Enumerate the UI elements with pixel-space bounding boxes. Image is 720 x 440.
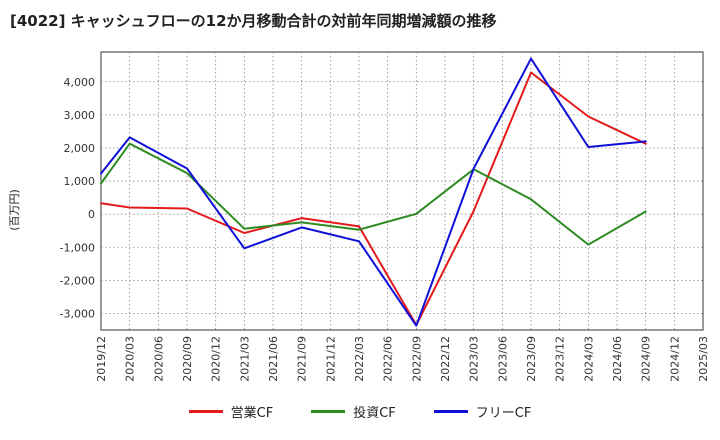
x-tick-label: 2025/03 bbox=[697, 336, 710, 382]
legend-label-free-cf: フリーCF bbox=[475, 406, 532, 421]
x-tick-label: 2022/06 bbox=[382, 336, 395, 382]
y-tick-label: -1,000 bbox=[60, 241, 95, 254]
legend-swatch-operating-cf bbox=[188, 410, 223, 413]
x-tick-label: 2020/06 bbox=[152, 336, 165, 382]
chart-title: [4022] キャッシュフローの12か月移動合計の対前年同期増減額の推移 bbox=[10, 12, 497, 30]
y-tick-label: -2,000 bbox=[60, 274, 95, 287]
line-chart: 2019/12 2020/03 2020/06 2020/09 2020/12 2021/… bbox=[60, 51, 710, 382]
x-tick-label: 2024/03 bbox=[582, 336, 595, 382]
x-tick-label: 2021/03 bbox=[238, 336, 251, 382]
legend-label-investing-cf: 投資CF bbox=[353, 406, 396, 421]
legend-swatch-investing-cf bbox=[311, 410, 346, 413]
x-tick-label: 2021/09 bbox=[296, 336, 309, 382]
x-tick-label: 2023/06 bbox=[496, 336, 509, 382]
free-cf-line bbox=[100, 57, 647, 327]
x-tick-label: 2023/12 bbox=[554, 336, 567, 382]
x-tick-label: 2022/09 bbox=[410, 336, 423, 382]
y-tick-label: -3,000 bbox=[60, 307, 95, 320]
x-tick-label: 2021/06 bbox=[267, 336, 280, 382]
x-tick-label: 2020/12 bbox=[210, 336, 223, 382]
legend-item-investing-cf: 投資CF bbox=[311, 402, 396, 421]
x-tick-label: 2022/03 bbox=[353, 336, 366, 382]
legend-swatch-free-cf bbox=[433, 410, 468, 413]
y-tick-label: 4,000 bbox=[64, 76, 96, 89]
y-tick-label: 2,000 bbox=[64, 142, 96, 155]
x-tick-label: 2023/03 bbox=[468, 336, 481, 382]
investing-cf-line bbox=[100, 142, 647, 246]
x-tick-label: 2024/12 bbox=[668, 336, 681, 382]
plot-area bbox=[100, 51, 704, 331]
x-tick-label: 2020/09 bbox=[181, 336, 194, 382]
legend-label-operating-cf: 営業CF bbox=[230, 406, 274, 421]
x-tick-label: 2023/09 bbox=[525, 336, 538, 382]
x-tick-label: 2024/09 bbox=[640, 336, 653, 382]
legend-item-free-cf: フリーCF bbox=[433, 402, 532, 421]
x-tick-label: 2020/03 bbox=[124, 336, 137, 382]
x-tick-label: 2022/12 bbox=[439, 336, 452, 382]
y-tick-label: 3,000 bbox=[64, 109, 96, 122]
x-tick-label: 2019/12 bbox=[95, 336, 108, 382]
x-tick-label: 2021/12 bbox=[324, 336, 337, 382]
y-tick-label: 1,000 bbox=[64, 175, 96, 188]
legend: 営業CF 投資CF フリーCF bbox=[0, 402, 720, 421]
y-tick-label: 0 bbox=[88, 208, 95, 221]
x-tick-label: 2024/06 bbox=[611, 336, 624, 382]
legend-item-operating-cf: 営業CF bbox=[188, 402, 274, 421]
